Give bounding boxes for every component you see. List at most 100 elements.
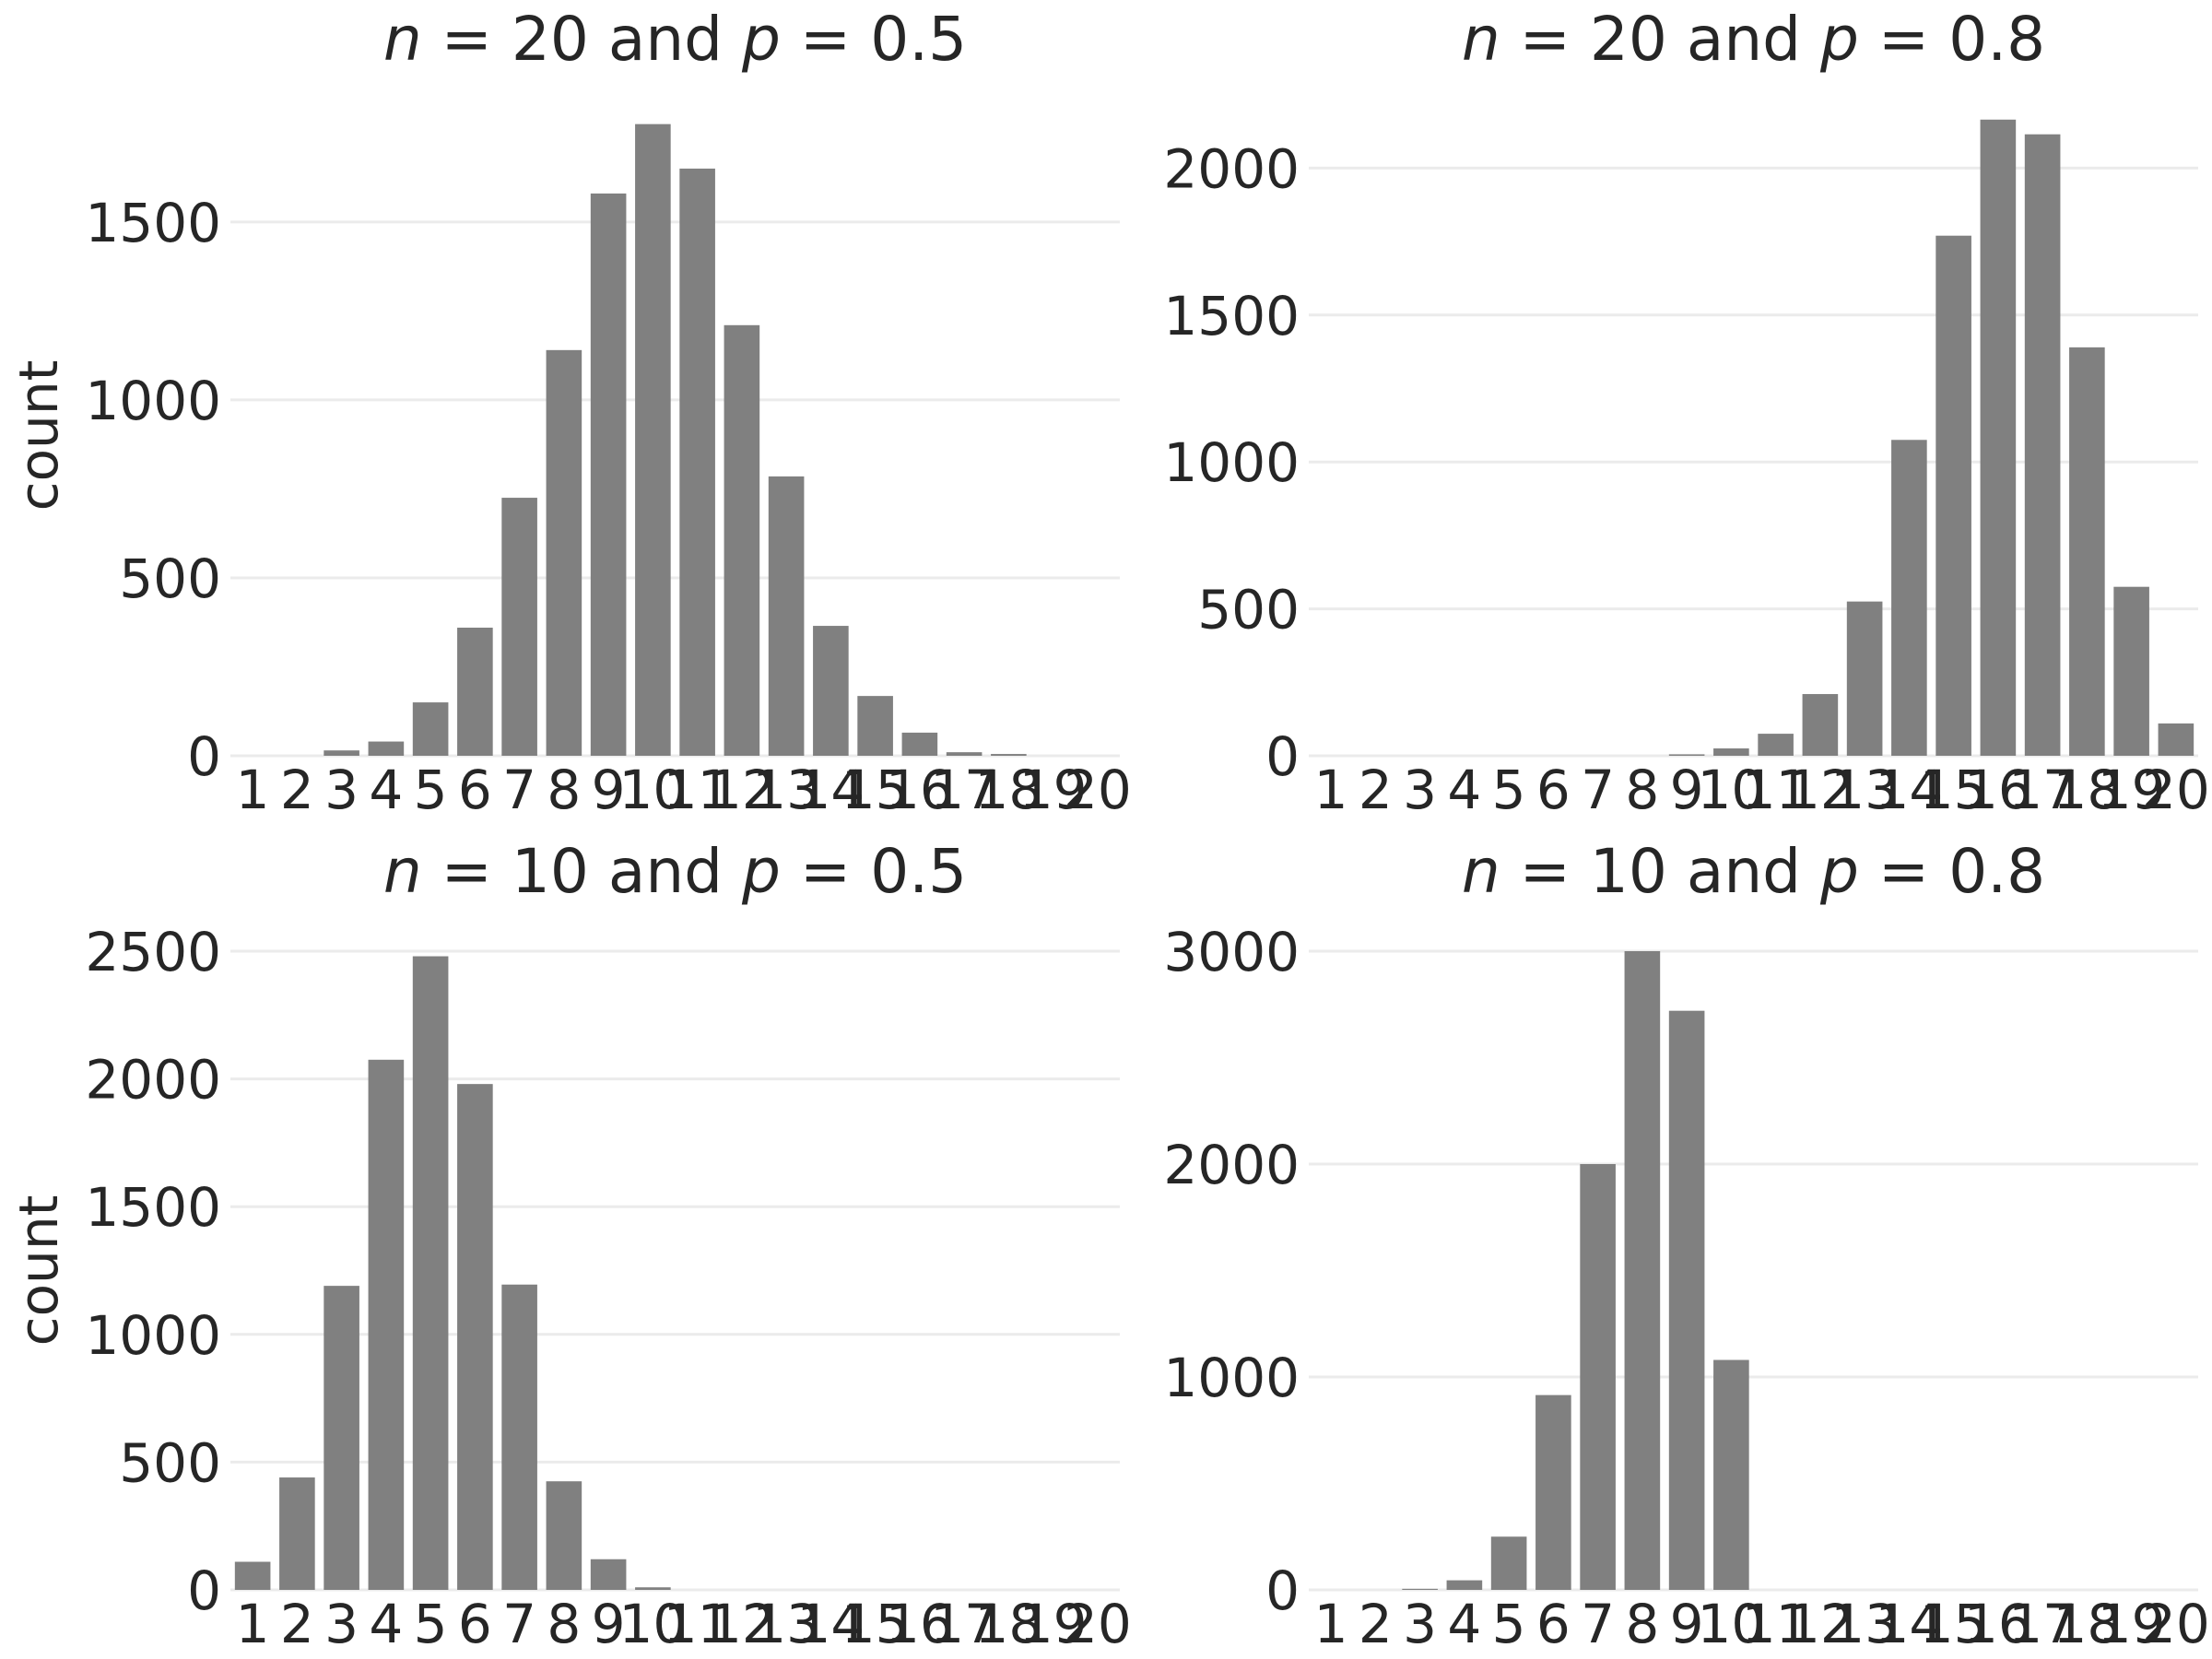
bar: [813, 626, 849, 756]
bar: [501, 1284, 537, 1590]
x-tick-label: 7: [1581, 759, 1615, 821]
title-part: = 10 and: [1500, 836, 1820, 907]
x-tick-label: 6: [1536, 759, 1571, 821]
title-part: = 20 and: [1500, 4, 1820, 75]
chart-title: n = 10 and p = 0.8: [1462, 836, 2045, 907]
chart-title: n = 20 and p = 0.8: [1462, 4, 2045, 75]
x-tick-label: 14: [1875, 759, 1943, 821]
x-tick-label: 20: [2142, 759, 2210, 821]
x-tick-label: 5: [1492, 759, 1526, 821]
x-tick-label: 4: [369, 1593, 403, 1655]
y-tick-label: 2000: [85, 1049, 221, 1112]
bar: [279, 1477, 315, 1590]
y-tick-label: 1000: [1163, 431, 1300, 494]
x-tick-label: 3: [1403, 759, 1437, 821]
x-tick-label: 13: [752, 759, 820, 821]
x-tick-label: 15: [841, 759, 910, 821]
y-axis-label: count: [7, 1195, 70, 1347]
x-tick-label: 8: [547, 1593, 581, 1655]
bar: [1535, 1394, 1571, 1590]
bar: [635, 124, 671, 756]
bar: [1668, 1010, 1705, 1590]
bar: [1980, 119, 2017, 756]
x-tick-label: 12: [1786, 1593, 1854, 1655]
x-tick-label: 9: [1670, 759, 1704, 821]
bar: [457, 1084, 493, 1590]
x-tick-label: 2: [1359, 1593, 1393, 1655]
x-tick-label: 7: [502, 1593, 536, 1655]
chart-title: n = 20 and p = 0.5: [383, 4, 967, 75]
y-tick-label: 2000: [1163, 137, 1300, 200]
x-tick-label: 14: [796, 1593, 865, 1655]
x-tick-label: 10: [1697, 1593, 1765, 1655]
x-tick-label: 1: [1314, 1593, 1348, 1655]
x-tick-label: 19: [1019, 1593, 1088, 1655]
x-tick-label: 18: [974, 1593, 1042, 1655]
bar: [1891, 440, 1927, 756]
bar: [368, 741, 405, 756]
bar: [1668, 754, 1705, 756]
x-tick-label: 2: [280, 1593, 314, 1655]
bar: [324, 750, 359, 756]
bar: [1802, 694, 1839, 756]
x-tick-label: 13: [1830, 759, 1899, 821]
x-tick-label: 7: [1581, 1593, 1615, 1655]
bar: [457, 628, 493, 756]
bar: [901, 732, 938, 756]
x-tick-label: 6: [458, 759, 492, 821]
bar: [1402, 1588, 1438, 1590]
x-tick-label: 19: [2098, 759, 2166, 821]
bar: [679, 168, 715, 756]
x-tick-label: 19: [1019, 759, 1088, 821]
x-tick-label: 14: [1875, 1593, 1943, 1655]
x-tick-label: 5: [414, 1593, 448, 1655]
y-tick-label: 0: [1265, 725, 1300, 788]
y-tick-label: 0: [187, 1559, 221, 1622]
x-tick-label: 18: [974, 759, 1042, 821]
x-tick-label: 8: [547, 759, 581, 821]
x-tick-label: 20: [1064, 1593, 1132, 1655]
x-tick-label: 2: [280, 759, 314, 821]
bar: [2024, 134, 2061, 756]
title-part: p: [1819, 836, 1859, 907]
x-tick-label: 17: [930, 1593, 998, 1655]
x-tick-label: 17: [2008, 1593, 2077, 1655]
y-tick-label: 1500: [1163, 285, 1300, 347]
x-tick-label: 12: [708, 759, 776, 821]
bar: [1446, 1580, 1483, 1590]
bar: [412, 702, 449, 756]
y-tick-label: 0: [1265, 1559, 1300, 1622]
y-tick-label: 1000: [85, 1304, 221, 1367]
x-tick-label: 16: [886, 759, 954, 821]
x-tick-label: 3: [324, 1593, 359, 1655]
bar: [635, 1587, 671, 1590]
bar: [546, 349, 582, 756]
x-tick-label: 15: [841, 1593, 910, 1655]
y-tick-label: 500: [1197, 579, 1300, 641]
x-tick-label: 10: [1697, 759, 1765, 821]
bar: [724, 324, 760, 756]
x-tick-label: 3: [324, 759, 359, 821]
x-tick-label: 16: [1964, 759, 2032, 821]
bar: [324, 1286, 359, 1590]
bar: [501, 498, 537, 756]
y-tick-label: 500: [119, 1431, 221, 1494]
y-tick-label: 2500: [85, 921, 221, 983]
y-tick-label: 2000: [1163, 1134, 1300, 1196]
chart-title: n = 10 and p = 0.5: [383, 836, 967, 907]
bar: [234, 1561, 271, 1590]
x-tick-label: 17: [930, 759, 998, 821]
bar: [2158, 723, 2194, 756]
x-tick-label: 16: [886, 1593, 954, 1655]
bar: [768, 476, 805, 756]
title-part: = 0.8: [1859, 4, 2045, 75]
x-tick-label: 18: [2053, 1593, 2121, 1655]
bar: [1758, 734, 1794, 756]
x-tick-label: 15: [1920, 1593, 1988, 1655]
x-tick-label: 11: [664, 759, 732, 821]
x-tick-label: 4: [1447, 1593, 1481, 1655]
x-tick-label: 1: [1314, 759, 1348, 821]
x-tick-label: 18: [2053, 759, 2121, 821]
